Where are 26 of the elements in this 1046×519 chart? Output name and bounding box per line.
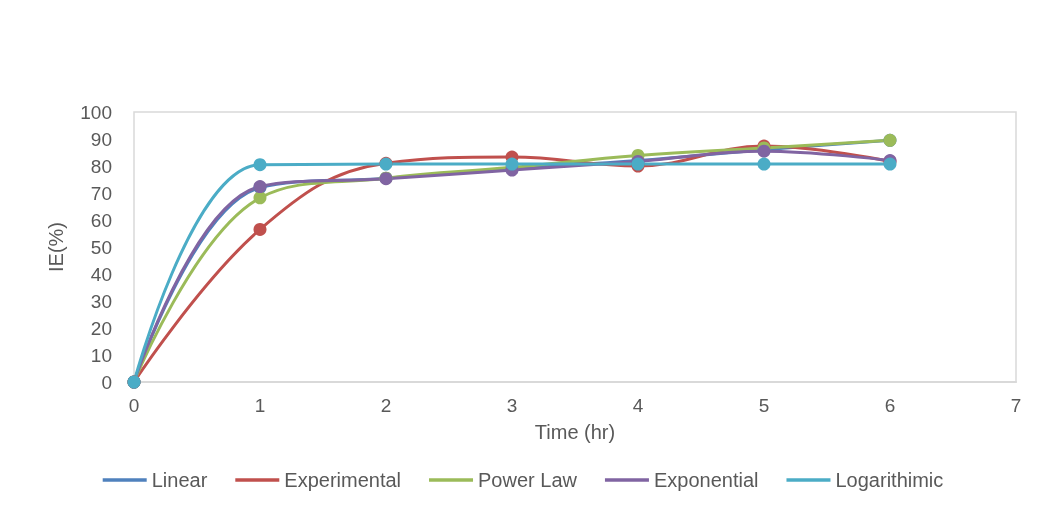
y-tick-label: 70 [90,182,112,204]
x-tick-label: 5 [758,395,770,416]
y-tick-label: 50 [90,236,112,258]
x-tick-label: 1 [254,395,266,416]
y-tick-label: 100 [80,101,112,123]
x-tick-label: 7 [1010,395,1022,416]
legend-label: Exponential [653,469,759,491]
y-tick-label: 80 [90,155,112,177]
x-tick-label: 4 [632,395,644,416]
x-tick-label: 6 [884,395,896,416]
x-axis-title: Time (hr) [534,421,616,443]
y-tick-label: 40 [90,263,112,285]
y-axis-title: IE(%) [45,222,67,272]
y-tick-label: 90 [90,128,112,150]
y-tick-label: 0 [101,371,112,393]
legend-label: Logarithimic [835,469,944,491]
y-tick-label: 10 [90,344,112,366]
legend-label: Power Law [478,469,578,491]
y-tick-label: 30 [90,290,112,312]
legend-label: Linear [151,469,208,491]
x-tick-label: 3 [506,395,518,416]
y-tick-label: 20 [90,317,112,339]
x-tick-label: 2 [380,395,392,416]
y-tick-label: 60 [90,209,112,231]
x-tick-label: 0 [128,395,140,416]
legend-label: Experimental [284,469,402,491]
